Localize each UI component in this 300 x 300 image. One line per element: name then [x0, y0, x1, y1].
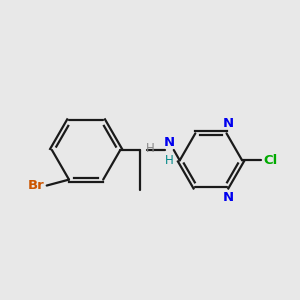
Text: Cl: Cl [263, 154, 277, 167]
Text: Br: Br [28, 179, 44, 192]
Text: N: N [223, 191, 234, 204]
Text: N: N [223, 117, 234, 130]
Text: N: N [164, 136, 175, 148]
Text: H: H [165, 154, 174, 166]
Text: H: H [146, 142, 155, 155]
